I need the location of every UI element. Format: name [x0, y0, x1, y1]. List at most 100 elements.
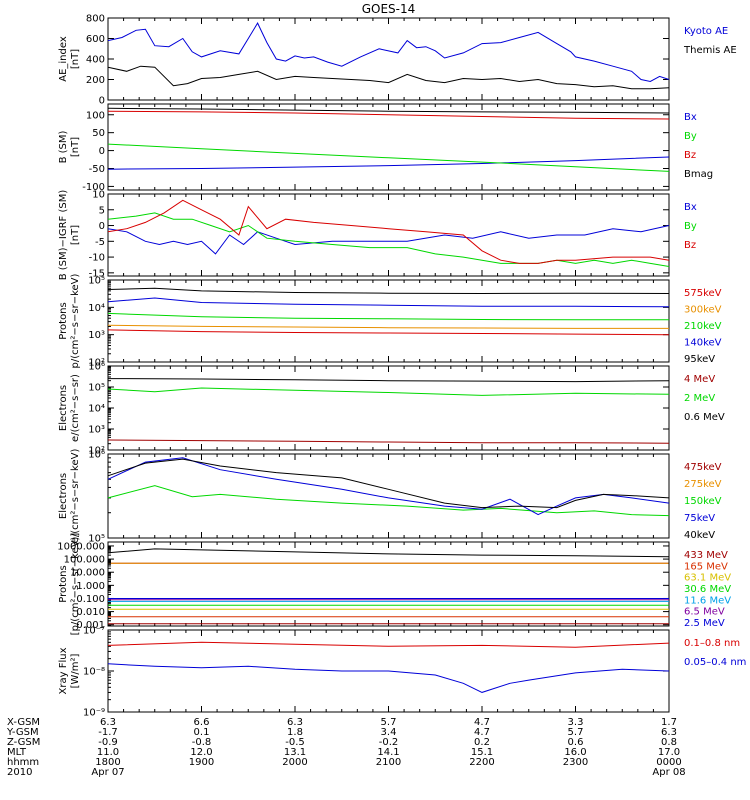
y-tick-label: 100	[86, 110, 105, 121]
y-tick-label: 0.001	[76, 620, 105, 631]
y-tick-label: 200	[86, 75, 105, 86]
panel-frame-electrons2	[107, 453, 670, 539]
y-axis-label: Xray Flux	[58, 647, 69, 694]
series-line-xray	[107, 641, 670, 648]
series-line-bdelta	[107, 199, 670, 264]
footer-cell: -0.8	[192, 737, 212, 748]
footer-row-label: hhmm	[7, 757, 39, 768]
footer-cell: 3.3	[568, 717, 584, 728]
series-line-protons1	[107, 312, 669, 321]
series-line-xray	[107, 663, 670, 693]
y-tick-label: -15	[89, 268, 105, 279]
legend-label: 275keV	[684, 479, 722, 490]
footer-cell: 4.7	[474, 717, 490, 728]
series-line-electrons2	[107, 485, 670, 517]
y-tick-label: 50	[92, 128, 105, 139]
series-line-bsm	[107, 143, 670, 172]
y-axis-unit: [nT]	[70, 49, 81, 69]
footer-cell: 0.1	[194, 727, 210, 738]
y-axis-unit: e/(cm²−s−sr−keV)	[70, 449, 81, 544]
y-tick-label: 1.000	[76, 581, 105, 592]
footer-cell: 2300	[563, 757, 588, 768]
footer-cell: 1.8	[287, 727, 303, 738]
legend-label: 300keV	[684, 305, 722, 316]
footer-cell: 14.1	[377, 747, 399, 758]
legend-label: 4 MeV	[684, 374, 715, 385]
legend-label: Bz	[684, 150, 696, 161]
footer-cell: Apr 08	[652, 767, 685, 778]
footer-cell: 15.1	[471, 747, 493, 758]
y-tick-label: 0	[99, 221, 105, 232]
legend-label: 0.05–0.4 nm	[684, 657, 746, 668]
y-tick-label: 600	[86, 34, 105, 45]
footer-cell: Apr 07	[91, 767, 124, 778]
y-tick-label: 10⁵	[88, 276, 105, 287]
legend-label: 40keV	[684, 530, 715, 541]
y-tick-label: 10⁶	[88, 362, 105, 373]
legend-label: 6.5 MeV	[684, 607, 725, 618]
series-line-bsm	[107, 110, 670, 120]
footer-cell: 1800	[95, 757, 120, 768]
footer-row-label: MLT	[7, 747, 27, 758]
legend-label: 575keV	[684, 288, 722, 299]
series-line-protons1	[107, 287, 670, 295]
legend-label: 0.1–0.8 nm	[684, 638, 740, 649]
legend-label: 2 MeV	[684, 393, 715, 404]
footer-cell: 5.7	[568, 727, 584, 738]
y-tick-label: 10³	[88, 330, 105, 341]
y-tick-label: 0.100	[76, 594, 105, 605]
y-tick-label: 10²	[88, 358, 105, 369]
y-tick-label: 800	[86, 14, 105, 25]
footer-cell: 11.0	[97, 747, 119, 758]
legend-label: 150keV	[684, 496, 722, 507]
legend-label: 433 MeV	[684, 550, 728, 561]
footer-cell: 6.3	[287, 717, 303, 728]
footer-cell: 6.3	[100, 717, 116, 728]
legend-label: Bmag	[684, 169, 713, 180]
y-tick-label: -50	[89, 164, 105, 175]
footer-cell: 0.2	[474, 737, 490, 748]
footer-cell: 4.7	[474, 727, 490, 738]
footer-cell: -0.5	[285, 737, 305, 748]
footer-cell: 0.8	[661, 737, 677, 748]
y-axis-unit: p/(cm²−s−sr−keV)	[70, 273, 81, 368]
legend-label: 475keV	[684, 462, 722, 473]
series-line-protons2	[107, 548, 670, 558]
y-tick-label: 10⁴	[88, 303, 105, 314]
y-tick-label: 0.010	[76, 607, 105, 618]
series-line-protons1	[107, 297, 670, 308]
legend-label: Kyoto AE	[684, 26, 728, 37]
legend-label: By	[684, 221, 697, 232]
footer-row-label: Y-GSM	[6, 727, 39, 738]
y-axis-label: Electrons	[58, 385, 69, 431]
footer-cell: 13.1	[284, 747, 306, 758]
y-axis-label: AE_index	[58, 36, 69, 82]
footer-cell: 16.0	[564, 747, 586, 758]
y-tick-label: 0	[99, 146, 105, 157]
footer-cell: 6.3	[661, 727, 677, 738]
footer-cell: 2200	[469, 757, 494, 768]
legend-label: 140keV	[684, 338, 722, 349]
footer-cell: 3.4	[381, 727, 397, 738]
series-line-electrons2	[107, 457, 670, 516]
footer-cell: 5.7	[381, 717, 397, 728]
y-tick-label: 10²	[88, 446, 105, 457]
series-line-bsm	[107, 107, 670, 114]
y-tick-label: 10⁶	[88, 450, 105, 461]
legend-label: 63.1 MeV	[684, 573, 731, 584]
legend-label: Bx	[684, 112, 697, 123]
legend-label: Bx	[684, 202, 697, 213]
legend-label: 165 MeV	[684, 561, 728, 572]
footer-cell: 17.0	[658, 747, 680, 758]
footer-cell: -0.2	[379, 737, 399, 748]
y-tick-label: 10	[92, 190, 105, 201]
legend-label: 11.6 MeV	[684, 595, 731, 606]
footer-cell: -0.9	[98, 737, 118, 748]
y-tick-label: 1000.000	[57, 541, 105, 552]
footer-cell: 2000	[282, 757, 307, 768]
series-line-electrons2	[107, 458, 670, 509]
y-axis-label: Protons	[58, 302, 69, 339]
y-tick-label: 10³	[88, 425, 105, 436]
legend-label: By	[684, 131, 697, 142]
